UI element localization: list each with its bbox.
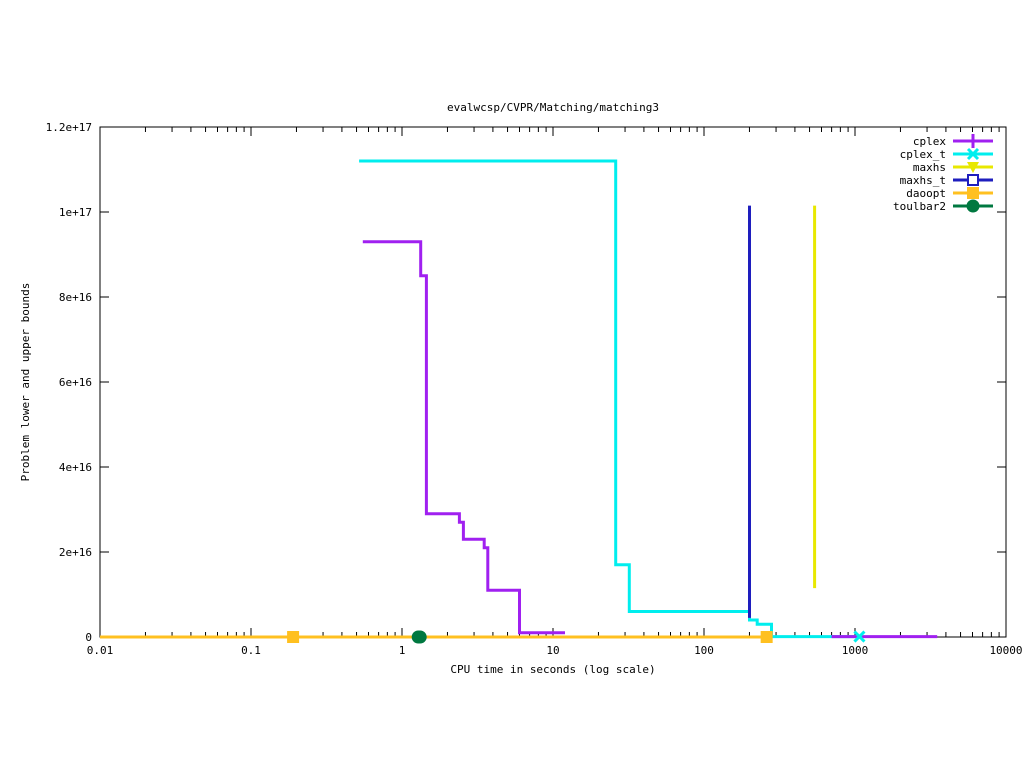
x-tick-label: 0.01	[87, 644, 114, 657]
y-tick-label: 1.2e+17	[46, 121, 92, 134]
legend-marker-maxhs-t	[967, 174, 979, 186]
x-tick-label: 0.1	[241, 644, 261, 657]
data-point-daoopt	[287, 631, 300, 643]
data-point-cplex-t	[853, 630, 866, 643]
legend-marker-maxhs	[967, 162, 979, 173]
series-line-cplex-t	[359, 159, 860, 639]
x-axis: 0.01 0.1 1 10 100 1000 10000	[87, 127, 1023, 657]
chart-title: evalwcsp/CVPR/Matching/matching3	[447, 101, 659, 114]
y-tick-label: 8e+16	[59, 291, 92, 304]
legend-marker-cplex	[966, 134, 980, 148]
data-point-toulbar2	[413, 630, 427, 644]
y-axis-label: Problem lower and upper bounds	[19, 283, 32, 482]
y-axis: 0 2e+16 4e+16 6e+16 8e+16 1e+17 1.2e+17	[46, 121, 1006, 644]
x-tick-label: 1	[399, 644, 406, 657]
series-lines	[100, 159, 938, 639]
plot-area	[99, 126, 1007, 638]
legend-marker-daoopt	[967, 187, 979, 199]
legend-marker-cplex-t	[966, 147, 980, 161]
legend-label-maxhs-t: maxhs_t	[900, 174, 946, 187]
series-markers	[287, 630, 866, 644]
legend-label-cplex-t: cplex_t	[900, 148, 946, 161]
x-tick-label: 1000	[842, 644, 869, 657]
data-point-daoopt	[760, 631, 773, 643]
series-line-cplex	[362, 240, 565, 635]
legend-label-daoopt: daoopt	[906, 187, 946, 200]
legend-label-maxhs: maxhs	[913, 161, 946, 174]
y-tick-label: 0	[85, 631, 92, 644]
legend-label-toulbar2: toulbar2	[893, 200, 946, 213]
y-tick-label: 4e+16	[59, 461, 92, 474]
legend-marker-toulbar2	[966, 199, 980, 213]
legend-label-cplex: cplex	[913, 135, 946, 148]
x-axis-label: CPU time in seconds (log scale)	[450, 663, 655, 676]
y-tick-label: 2e+16	[59, 546, 92, 559]
y-tick-label: 6e+16	[59, 376, 92, 389]
x-tick-label: 10000	[989, 644, 1022, 657]
x-tick-label: 10	[546, 644, 559, 657]
y-tick-label: 1e+17	[59, 206, 92, 219]
x-tick-label: 100	[694, 644, 714, 657]
